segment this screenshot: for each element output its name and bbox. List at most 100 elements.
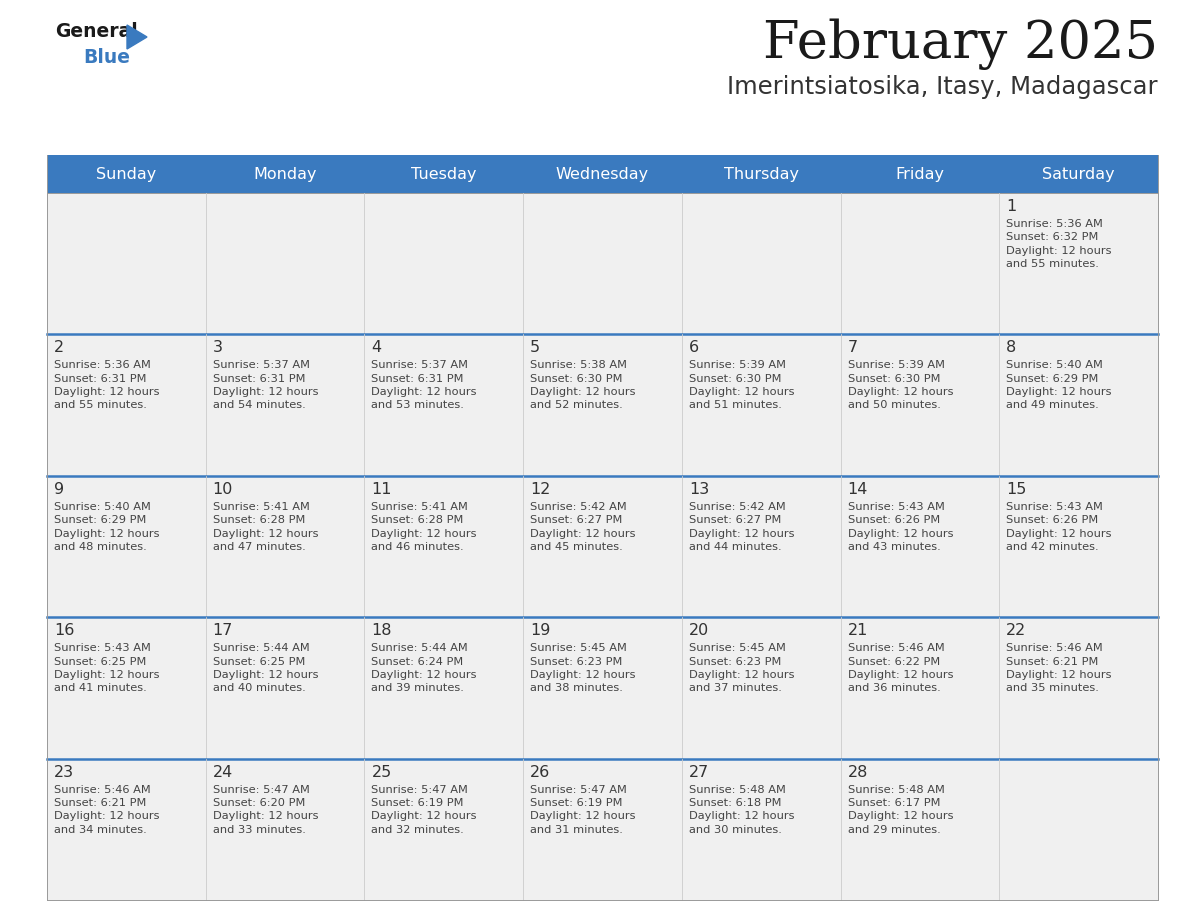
Text: 22: 22: [1006, 623, 1026, 638]
Text: 16: 16: [53, 623, 75, 638]
Text: Sunrise: 5:47 AM
Sunset: 6:19 PM
Daylight: 12 hours
and 31 minutes.: Sunrise: 5:47 AM Sunset: 6:19 PM Dayligh…: [530, 785, 636, 834]
Bar: [999, 617, 1158, 758]
Polygon shape: [127, 25, 147, 49]
Text: 6: 6: [689, 341, 699, 355]
Bar: [523, 476, 682, 617]
Text: Sunrise: 5:45 AM
Sunset: 6:23 PM
Daylight: 12 hours
and 38 minutes.: Sunrise: 5:45 AM Sunset: 6:23 PM Dayligh…: [530, 644, 636, 693]
Text: Sunrise: 5:44 AM
Sunset: 6:25 PM
Daylight: 12 hours
and 40 minutes.: Sunrise: 5:44 AM Sunset: 6:25 PM Dayligh…: [213, 644, 318, 693]
Text: Tuesday: Tuesday: [411, 166, 476, 182]
Text: Monday: Monday: [253, 166, 317, 182]
Text: Sunrise: 5:37 AM
Sunset: 6:31 PM
Daylight: 12 hours
and 53 minutes.: Sunrise: 5:37 AM Sunset: 6:31 PM Dayligh…: [372, 361, 476, 410]
Text: 15: 15: [1006, 482, 1026, 497]
Bar: [206, 476, 365, 617]
Text: Sunrise: 5:43 AM
Sunset: 6:26 PM
Daylight: 12 hours
and 42 minutes.: Sunrise: 5:43 AM Sunset: 6:26 PM Dayligh…: [1006, 502, 1112, 552]
Text: Sunrise: 5:39 AM
Sunset: 6:30 PM
Daylight: 12 hours
and 50 minutes.: Sunrise: 5:39 AM Sunset: 6:30 PM Dayligh…: [847, 361, 953, 410]
Bar: [206, 617, 365, 758]
Text: Sunrise: 5:46 AM
Sunset: 6:21 PM
Daylight: 12 hours
and 34 minutes.: Sunrise: 5:46 AM Sunset: 6:21 PM Dayligh…: [53, 785, 159, 834]
Text: Sunrise: 5:38 AM
Sunset: 6:30 PM
Daylight: 12 hours
and 52 minutes.: Sunrise: 5:38 AM Sunset: 6:30 PM Dayligh…: [530, 361, 636, 410]
Text: Sunrise: 5:36 AM
Sunset: 6:32 PM
Daylight: 12 hours
and 55 minutes.: Sunrise: 5:36 AM Sunset: 6:32 PM Dayligh…: [1006, 219, 1112, 269]
Bar: [48, 476, 206, 617]
Text: February 2025: February 2025: [763, 18, 1158, 70]
Bar: [999, 193, 1158, 334]
Text: Sunrise: 5:40 AM
Sunset: 6:29 PM
Daylight: 12 hours
and 49 minutes.: Sunrise: 5:40 AM Sunset: 6:29 PM Dayligh…: [1006, 361, 1112, 410]
Text: 12: 12: [530, 482, 550, 497]
Text: Sunrise: 5:46 AM
Sunset: 6:21 PM
Daylight: 12 hours
and 35 minutes.: Sunrise: 5:46 AM Sunset: 6:21 PM Dayligh…: [1006, 644, 1112, 693]
Text: Sunrise: 5:42 AM
Sunset: 6:27 PM
Daylight: 12 hours
and 44 minutes.: Sunrise: 5:42 AM Sunset: 6:27 PM Dayligh…: [689, 502, 795, 552]
Text: Saturday: Saturday: [1042, 166, 1116, 182]
Bar: [841, 334, 999, 476]
Bar: [841, 476, 999, 617]
Bar: [523, 193, 682, 334]
Text: General: General: [55, 22, 138, 41]
Bar: [523, 617, 682, 758]
Text: 26: 26: [530, 765, 550, 779]
Bar: [365, 617, 523, 758]
Text: 11: 11: [372, 482, 392, 497]
Text: Sunrise: 5:41 AM
Sunset: 6:28 PM
Daylight: 12 hours
and 47 minutes.: Sunrise: 5:41 AM Sunset: 6:28 PM Dayligh…: [213, 502, 318, 552]
Text: 21: 21: [847, 623, 868, 638]
Bar: [841, 193, 999, 334]
Bar: [523, 334, 682, 476]
Bar: [999, 476, 1158, 617]
Text: Friday: Friday: [896, 166, 944, 182]
Text: 10: 10: [213, 482, 233, 497]
Bar: [48, 193, 206, 334]
Bar: [206, 334, 365, 476]
Bar: [48, 758, 206, 900]
Bar: [523, 758, 682, 900]
Bar: [365, 476, 523, 617]
Text: Sunrise: 5:43 AM
Sunset: 6:26 PM
Daylight: 12 hours
and 43 minutes.: Sunrise: 5:43 AM Sunset: 6:26 PM Dayligh…: [847, 502, 953, 552]
Text: Sunrise: 5:36 AM
Sunset: 6:31 PM
Daylight: 12 hours
and 55 minutes.: Sunrise: 5:36 AM Sunset: 6:31 PM Dayligh…: [53, 361, 159, 410]
Text: Sunrise: 5:40 AM
Sunset: 6:29 PM
Daylight: 12 hours
and 48 minutes.: Sunrise: 5:40 AM Sunset: 6:29 PM Dayligh…: [53, 502, 159, 552]
Text: Sunrise: 5:39 AM
Sunset: 6:30 PM
Daylight: 12 hours
and 51 minutes.: Sunrise: 5:39 AM Sunset: 6:30 PM Dayligh…: [689, 361, 795, 410]
Text: Sunrise: 5:41 AM
Sunset: 6:28 PM
Daylight: 12 hours
and 46 minutes.: Sunrise: 5:41 AM Sunset: 6:28 PM Dayligh…: [372, 502, 476, 552]
Text: Sunrise: 5:43 AM
Sunset: 6:25 PM
Daylight: 12 hours
and 41 minutes.: Sunrise: 5:43 AM Sunset: 6:25 PM Dayligh…: [53, 644, 159, 693]
Text: Sunrise: 5:48 AM
Sunset: 6:18 PM
Daylight: 12 hours
and 30 minutes.: Sunrise: 5:48 AM Sunset: 6:18 PM Dayligh…: [689, 785, 795, 834]
Bar: [206, 758, 365, 900]
Text: 9: 9: [53, 482, 64, 497]
Text: Wednesday: Wednesday: [556, 166, 649, 182]
Bar: [48, 617, 206, 758]
Text: Thursday: Thursday: [723, 166, 798, 182]
Text: Sunrise: 5:46 AM
Sunset: 6:22 PM
Daylight: 12 hours
and 36 minutes.: Sunrise: 5:46 AM Sunset: 6:22 PM Dayligh…: [847, 644, 953, 693]
Text: 18: 18: [372, 623, 392, 638]
Text: Sunrise: 5:47 AM
Sunset: 6:19 PM
Daylight: 12 hours
and 32 minutes.: Sunrise: 5:47 AM Sunset: 6:19 PM Dayligh…: [372, 785, 476, 834]
Text: 25: 25: [372, 765, 392, 779]
Bar: [841, 617, 999, 758]
Bar: [682, 334, 841, 476]
Text: 28: 28: [847, 765, 868, 779]
Text: 27: 27: [689, 765, 709, 779]
Text: 17: 17: [213, 623, 233, 638]
Bar: [841, 758, 999, 900]
Text: Sunrise: 5:44 AM
Sunset: 6:24 PM
Daylight: 12 hours
and 39 minutes.: Sunrise: 5:44 AM Sunset: 6:24 PM Dayligh…: [372, 644, 476, 693]
Text: 7: 7: [847, 341, 858, 355]
Text: 5: 5: [530, 341, 541, 355]
Text: Sunrise: 5:37 AM
Sunset: 6:31 PM
Daylight: 12 hours
and 54 minutes.: Sunrise: 5:37 AM Sunset: 6:31 PM Dayligh…: [213, 361, 318, 410]
Bar: [365, 334, 523, 476]
Bar: [682, 758, 841, 900]
Text: Sunday: Sunday: [96, 166, 157, 182]
Text: Sunrise: 5:47 AM
Sunset: 6:20 PM
Daylight: 12 hours
and 33 minutes.: Sunrise: 5:47 AM Sunset: 6:20 PM Dayligh…: [213, 785, 318, 834]
Bar: [682, 476, 841, 617]
Bar: [999, 334, 1158, 476]
Text: 13: 13: [689, 482, 709, 497]
Bar: [999, 758, 1158, 900]
Text: 4: 4: [372, 341, 381, 355]
Bar: [682, 617, 841, 758]
Text: 19: 19: [530, 623, 550, 638]
Text: 8: 8: [1006, 341, 1017, 355]
Text: Sunrise: 5:42 AM
Sunset: 6:27 PM
Daylight: 12 hours
and 45 minutes.: Sunrise: 5:42 AM Sunset: 6:27 PM Dayligh…: [530, 502, 636, 552]
Text: 23: 23: [53, 765, 74, 779]
Text: Sunrise: 5:45 AM
Sunset: 6:23 PM
Daylight: 12 hours
and 37 minutes.: Sunrise: 5:45 AM Sunset: 6:23 PM Dayligh…: [689, 644, 795, 693]
Text: 24: 24: [213, 765, 233, 779]
Text: 20: 20: [689, 623, 709, 638]
Bar: [48, 155, 1158, 193]
Text: 3: 3: [213, 341, 222, 355]
Text: Blue: Blue: [83, 48, 129, 67]
Bar: [682, 193, 841, 334]
Text: 14: 14: [847, 482, 868, 497]
Bar: [206, 193, 365, 334]
Bar: [48, 334, 206, 476]
Text: Imerintsiatosika, Itasy, Madagascar: Imerintsiatosika, Itasy, Madagascar: [727, 75, 1158, 99]
Text: 2: 2: [53, 341, 64, 355]
